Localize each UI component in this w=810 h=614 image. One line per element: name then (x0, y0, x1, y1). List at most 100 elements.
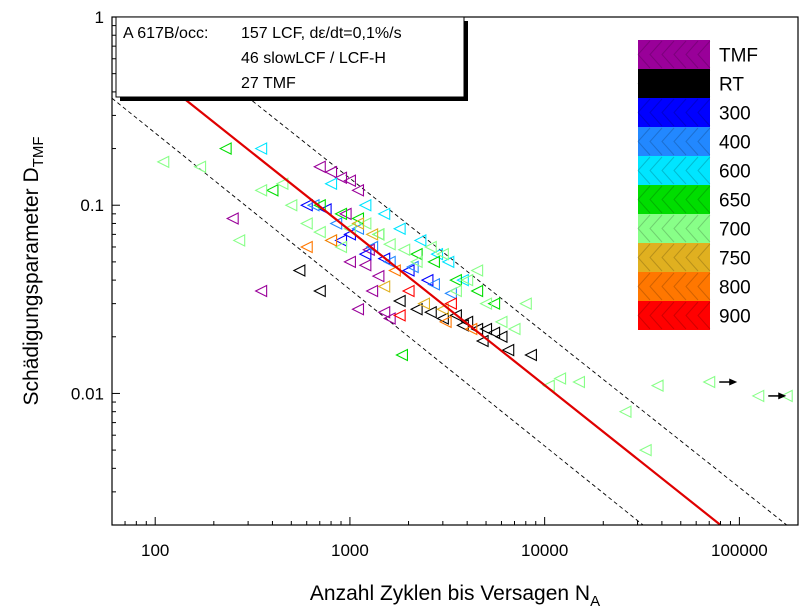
data-point-rt (494, 330, 508, 344)
data-point-600 (358, 198, 372, 212)
data-point-700 (409, 255, 423, 269)
legend-label-600: 600 (719, 162, 751, 183)
data-point-600 (413, 234, 427, 247)
data-point-700 (479, 297, 493, 311)
data-point-900 (444, 297, 457, 311)
data-point-300 (299, 198, 313, 212)
data-point-700 (284, 198, 298, 212)
legend-swatch-pattern (637, 156, 711, 185)
data-point-700 (397, 243, 411, 257)
data-point-700 (507, 322, 521, 336)
data-point-tmf (351, 183, 365, 197)
info-box: A 617B/occ: 157 LCF, dε/dt=0,1%/s 46 slo… (115, 16, 468, 101)
data-point-650 (334, 207, 348, 221)
legend-swatch-rt (638, 69, 710, 98)
data-point-700 (572, 375, 585, 389)
legend-swatch-300 (638, 98, 710, 127)
legend-swatch-pattern (637, 272, 711, 301)
data-point-tmf (334, 171, 348, 185)
data-point-700 (436, 247, 449, 261)
fit-line (169, 87, 722, 525)
data-point-tmf (343, 255, 356, 269)
data-point-rt (436, 312, 449, 325)
data-point-tmf (313, 160, 326, 174)
data-point-tmf (365, 284, 379, 298)
data-point-900 (392, 308, 406, 322)
data-point-tmf (225, 212, 239, 225)
data-point-400 (365, 240, 379, 254)
data-point-700 (193, 160, 207, 174)
legend-label-rt: RT (719, 75, 744, 96)
data-point-rt (524, 348, 537, 362)
runout-arrow-head (729, 378, 738, 386)
x-tick-label: 10000 (521, 541, 568, 560)
data-point-tmf (371, 269, 385, 283)
data-point-750 (377, 280, 391, 293)
legend-swatch-800 (638, 272, 710, 301)
data-point-rt (392, 294, 406, 308)
data-point-650 (487, 297, 501, 311)
data-point-650 (395, 348, 409, 362)
legend-swatch-pattern (637, 243, 711, 272)
legend-swatch-pattern (637, 40, 711, 69)
data-point-700 (449, 284, 462, 298)
data-point-rt (449, 308, 462, 322)
data-point-rt (292, 264, 306, 277)
data-point-700 (638, 443, 652, 457)
data-point-tmf (343, 174, 356, 188)
y-tick-label: 1 (95, 8, 104, 27)
data-point-700 (232, 234, 246, 247)
data-point-650 (470, 284, 484, 298)
data-point-rt (501, 343, 515, 357)
legend-swatch-900 (638, 301, 710, 330)
legend-swatch-650 (638, 185, 710, 214)
data-point-300 (420, 273, 434, 287)
data-point-600 (377, 207, 391, 221)
data-point-300 (334, 234, 348, 247)
data-point-rt (409, 302, 423, 316)
legend-label-tmf: TMF (719, 46, 758, 67)
data-point-600 (324, 177, 338, 191)
legend-swatch-pattern (637, 69, 711, 98)
legend-label-750: 750 (719, 249, 751, 270)
x-axis-ticks: 100 1000 10000 100000 (111, 517, 799, 560)
data-point-600 (254, 142, 268, 155)
data-point-700 (299, 217, 313, 230)
legend-swatch-750 (638, 243, 710, 272)
legend-label-300: 300 (719, 104, 751, 125)
data-point-650 (449, 273, 462, 287)
data-point-700 (254, 183, 268, 197)
data-point-650 (313, 198, 326, 212)
data-point-800 (438, 315, 452, 329)
data-point-650 (265, 183, 279, 197)
info-material: A 617B/occ: (123, 25, 208, 42)
legend-label-700: 700 (719, 220, 751, 241)
legend-label-800: 800 (719, 278, 751, 299)
data-point-700 (751, 389, 765, 403)
data-point-tmf (351, 302, 365, 316)
legend-label-650: 650 (719, 191, 751, 212)
data-point-700 (382, 237, 396, 251)
legend-swatch-pattern (637, 301, 711, 330)
data-points (156, 142, 793, 457)
scatter-band-lower (112, 97, 644, 525)
y-tick-label: 0.01 (71, 384, 104, 403)
data-point-700 (618, 405, 632, 419)
legend-swatch-pattern (637, 127, 711, 156)
data-point-600 (456, 273, 469, 287)
data-point-700 (313, 225, 326, 239)
data-point-400 (405, 260, 419, 274)
info-line-1: 157 LCF, dε/dt=0,1%/s (241, 25, 402, 42)
data-point-700 (334, 240, 348, 254)
data-point-600 (392, 222, 406, 236)
legend-swatch-pattern (637, 98, 711, 127)
legend-label-900: 900 (719, 307, 751, 328)
data-point-700 (553, 372, 567, 385)
data-point-tmf (338, 207, 352, 221)
legend-label-400: 400 (719, 133, 751, 154)
data-point-700 (156, 155, 170, 169)
data-point-600 (430, 247, 444, 261)
data-point-700 (519, 297, 532, 311)
runout-arrows (719, 378, 787, 400)
